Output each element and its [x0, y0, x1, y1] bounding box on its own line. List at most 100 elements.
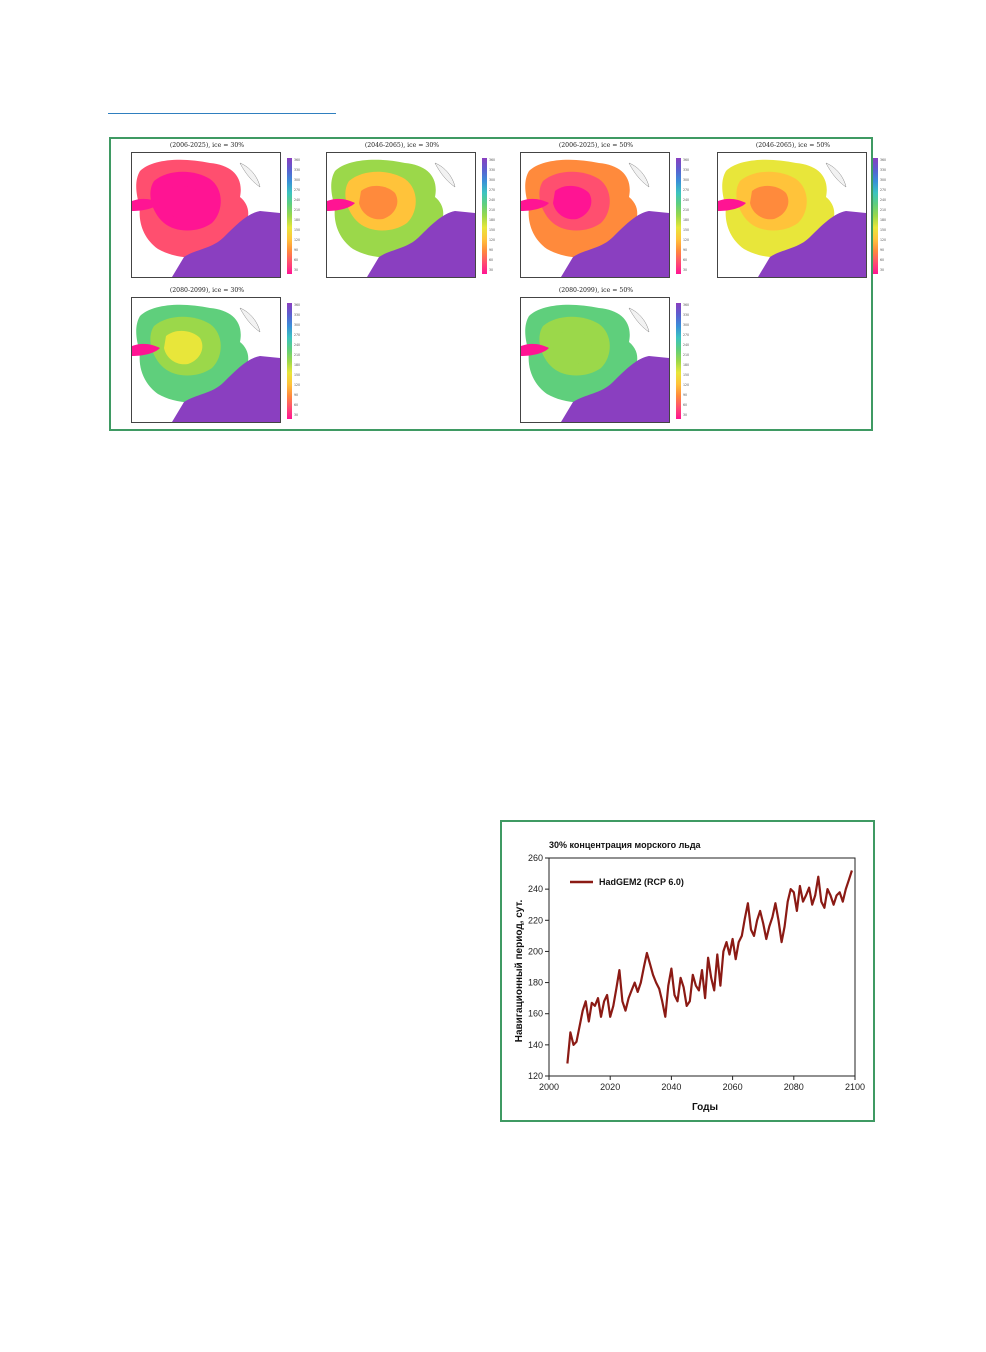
y-tick-label: 220	[528, 915, 543, 925]
colorbar-tick-label: 60	[294, 403, 299, 407]
chart-title: 30% концентрация морского льда	[549, 840, 702, 850]
colorbar-tick-label: 60	[880, 258, 885, 262]
coastal-strip	[132, 343, 160, 356]
map-frame	[131, 152, 281, 278]
map-image	[327, 159, 475, 277]
map-panel-title: (2046-2065), ice = 50%	[755, 142, 831, 149]
navigation-period-chart: 30% концентрация морского льда Навигацио…	[500, 820, 875, 1122]
ice-core-region	[750, 185, 789, 220]
colorbar-ticks: 360 330 300 270 240 210 180 150 120 90 60 30	[294, 303, 306, 419]
colorbar-tick-label: 120	[489, 238, 496, 242]
colorbar-tick-label: 330	[294, 168, 301, 172]
colorbar-ticks: 360 330 300 270 240 210 180 150 120 90 60 30	[489, 158, 501, 274]
chart-canvas: 30% концентрация морского льда Навигацио…	[514, 840, 865, 1113]
colorbar-tick-label: 240	[880, 198, 887, 202]
y-tick-label: 140	[528, 1040, 543, 1050]
map-image	[718, 159, 866, 277]
land-outline	[239, 162, 261, 188]
colorbar-tick-label: 210	[294, 353, 301, 357]
map-panel-title: (2046-2065), ice = 30%	[364, 142, 440, 149]
colorbar-tick-label: 150	[489, 228, 496, 232]
land-outline	[239, 307, 261, 333]
map-panel-2: (2046-2065), ice = 30% 360 330 300 270 240 21…	[326, 142, 495, 282]
ice-core-region	[553, 185, 592, 220]
y-tick-label: 240	[528, 884, 543, 894]
colorbar-tick-label: 240	[683, 343, 690, 347]
colorbar-tick-label: 300	[294, 323, 301, 327]
y-tick-label: 120	[528, 1071, 543, 1081]
header-rule	[108, 113, 336, 114]
colorbar-tick-label: 30	[880, 268, 885, 272]
colorbar-ticks: 360 330 300 270 240 210 180 150 120 90 60 30	[880, 158, 892, 274]
colorbar-ticks: 360 330 300 270 240 210 180 150 120 90 60 30	[683, 303, 695, 419]
colorbar-tick-label: 90	[294, 393, 299, 397]
colorbar-tick-label: 330	[683, 168, 690, 172]
map-panel-3: (2006-2025), ice = 50% 360 330 300 270 240 21…	[520, 142, 689, 282]
colorbar-tick-label: 60	[683, 403, 688, 407]
y-tick-label: 180	[528, 978, 543, 988]
colorbar-tick-label: 270	[683, 333, 690, 337]
colorbar-tick-label: 120	[294, 238, 301, 242]
colorbar-tick-label: 300	[880, 178, 887, 182]
x-tick-label: 2000	[539, 1082, 559, 1092]
colorbar	[482, 158, 487, 274]
arctic-maps-figure: (2006-2025), ice = 30% 360 330 300 270 240 21…	[109, 137, 886, 431]
plot-area-frame	[548, 857, 856, 1077]
colorbar-tick-label: 150	[294, 228, 301, 232]
coastal-strip	[718, 198, 746, 211]
colorbar-tick-label: 90	[489, 248, 494, 252]
y-axis-label: Навигационный период, сут.	[514, 900, 525, 1043]
colorbar-tick-label: 90	[683, 393, 688, 397]
y-tick-label: 260	[528, 853, 543, 863]
colorbar-tick-label: 240	[294, 198, 301, 202]
colorbar-tick-label: 240	[683, 198, 690, 202]
ice-core-region	[553, 330, 592, 365]
legend: HadGEM2 (RCP 6.0)	[570, 877, 684, 887]
colorbar-tick-label: 300	[683, 323, 690, 327]
colorbar-tick-label: 210	[489, 208, 496, 212]
colorbar-tick-label: 300	[489, 178, 496, 182]
coastal-strip	[521, 343, 549, 356]
colorbar-tick-label: 30	[294, 268, 299, 272]
colorbar-tick-label: 30	[683, 268, 688, 272]
colorbar-tick-label: 240	[489, 198, 496, 202]
coastal-strip	[521, 198, 549, 211]
colorbar-tick-label: 150	[294, 373, 301, 377]
colorbar-tick-label: 330	[294, 313, 301, 317]
land-outline	[628, 307, 650, 333]
colorbar-tick-label: 360	[880, 158, 887, 162]
colorbar-tick-label: 180	[683, 363, 690, 367]
colorbar-tick-label: 30	[683, 413, 688, 417]
open-water-region	[172, 356, 280, 422]
map-frame	[717, 152, 867, 278]
colorbar-tick-label: 360	[294, 303, 301, 307]
map-panel-6: (2080-2099), ice = 50% 360 330 300 270 240 21…	[520, 287, 689, 427]
map-image	[521, 159, 669, 277]
colorbar-tick-label: 300	[683, 178, 690, 182]
y-tick-label: 200	[528, 946, 543, 956]
map-panel-title: (2006-2025), ice = 30%	[169, 142, 245, 149]
legend-label: HadGEM2 (RCP 6.0)	[599, 877, 684, 887]
colorbar-tick-label: 210	[880, 208, 887, 212]
colorbar-tick-label: 30	[294, 413, 299, 417]
map-frame	[326, 152, 476, 278]
colorbar-tick-label: 180	[294, 363, 301, 367]
colorbar-tick-label: 270	[489, 188, 496, 192]
colorbar-tick-label: 270	[294, 188, 301, 192]
x-tick-label: 2060	[723, 1082, 743, 1092]
colorbar-tick-label: 60	[294, 258, 299, 262]
map-panel-title: (2080-2099), ice = 30%	[169, 287, 245, 294]
colorbar-tick-label: 120	[294, 383, 301, 387]
colorbar-tick-label: 210	[294, 208, 301, 212]
colorbar	[676, 158, 681, 274]
colorbar-tick-label: 120	[683, 383, 690, 387]
colorbar-tick-label: 360	[489, 158, 496, 162]
colorbar	[873, 158, 878, 274]
colorbar-ticks: 360 330 300 270 240 210 180 150 120 90 60 30	[683, 158, 695, 274]
colorbar-tick-label: 180	[683, 218, 690, 222]
map-image	[132, 304, 280, 422]
colorbar-tick-label: 330	[683, 313, 690, 317]
open-water-region	[561, 356, 669, 422]
colorbar-tick-label: 270	[880, 188, 887, 192]
ice-core-region	[359, 185, 398, 220]
